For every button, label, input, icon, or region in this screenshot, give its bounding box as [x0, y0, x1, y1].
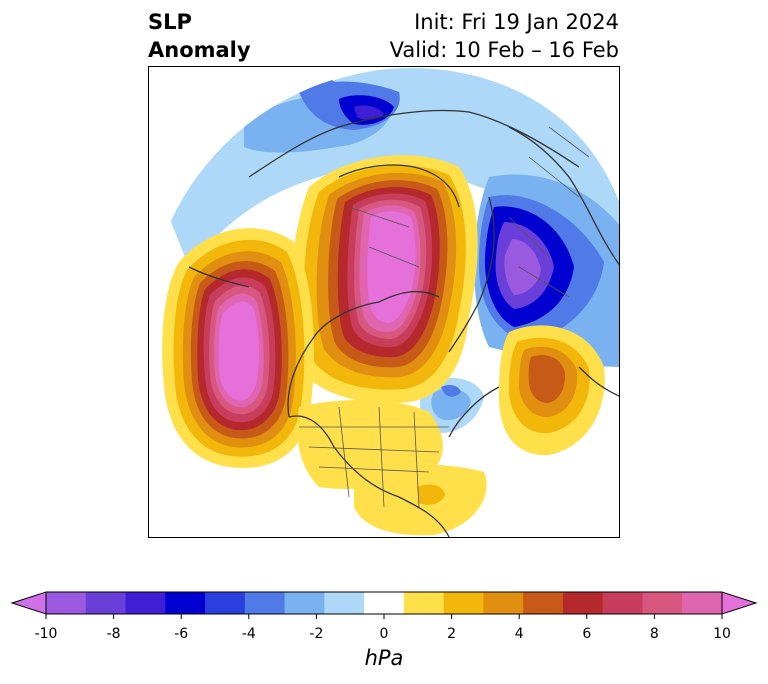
colorbar-tick-label: -4	[241, 626, 256, 642]
forecast-dates: Init: Fri 19 Jan 2024 Valid: 10 Feb – 16…	[390, 8, 619, 64]
colorbar-tick-label: -8	[106, 626, 121, 642]
colorbar-swatch	[364, 592, 405, 614]
map-canvas	[162, 68, 619, 537]
title-variable-subtitle: Anomaly	[148, 38, 251, 62]
colorbar-swatch	[642, 592, 683, 614]
colorbar-tick-label: 0	[379, 626, 389, 642]
colorbar-swatch	[443, 592, 484, 614]
colorbar-swatch	[602, 592, 643, 614]
borders	[299, 126, 590, 508]
colorbar-swatch	[483, 592, 524, 614]
colorbar-tick-label: 10	[713, 626, 731, 642]
colorbar-swatch	[85, 592, 127, 614]
colorbar-swatch	[125, 592, 166, 614]
colorbar-tick-label: 6	[582, 626, 592, 642]
colorbar-unit: hPa	[364, 646, 404, 670]
title-variable: SLP	[148, 10, 192, 34]
colorbar-high-arrow	[721, 591, 758, 615]
anomaly-region-positive	[528, 355, 566, 403]
anomaly-region-negative	[431, 388, 471, 421]
colorbar-tick-label: 2	[447, 626, 457, 642]
anomaly-region-positive	[417, 484, 445, 505]
slp-anomaly-map	[148, 66, 620, 538]
colorbar-tick-label: 4	[514, 626, 524, 642]
colorbar-tick-label: -10	[34, 626, 58, 642]
colorbar-tick-label: -6	[174, 626, 189, 642]
anomaly-region-positive	[367, 211, 416, 323]
colorbar-bar	[10, 591, 758, 619]
colorbar-swatch	[46, 592, 87, 614]
colorbar-swatch	[403, 592, 445, 614]
colorbar-swatch	[562, 592, 604, 614]
colorbar-tick-label: -2	[309, 626, 324, 642]
map-title: SLP Anomaly	[148, 8, 251, 64]
colorbar	[0, 580, 768, 680]
colorbar-swatch	[682, 592, 723, 614]
colorbar-swatch	[244, 592, 286, 614]
colorbar-swatch	[284, 592, 325, 614]
anomaly-region-positive	[218, 301, 260, 401]
init-date: Init: Fri 19 Jan 2024	[414, 10, 619, 34]
anomaly-region-negative	[441, 384, 461, 397]
colorbar-swatch	[205, 592, 246, 614]
anomaly-region-negative	[504, 239, 541, 295]
colorbar-swatch	[165, 592, 206, 614]
valid-range: Valid: 10 Feb – 16 Feb	[389, 38, 619, 62]
colorbar-swatch	[324, 592, 365, 614]
anomaly-region-negative	[354, 105, 384, 120]
colorbar-swatch	[523, 592, 564, 614]
colorbar-low-arrow	[10, 591, 47, 615]
coastlines	[188, 109, 619, 537]
colorbar-tick-label: 8	[649, 626, 659, 642]
